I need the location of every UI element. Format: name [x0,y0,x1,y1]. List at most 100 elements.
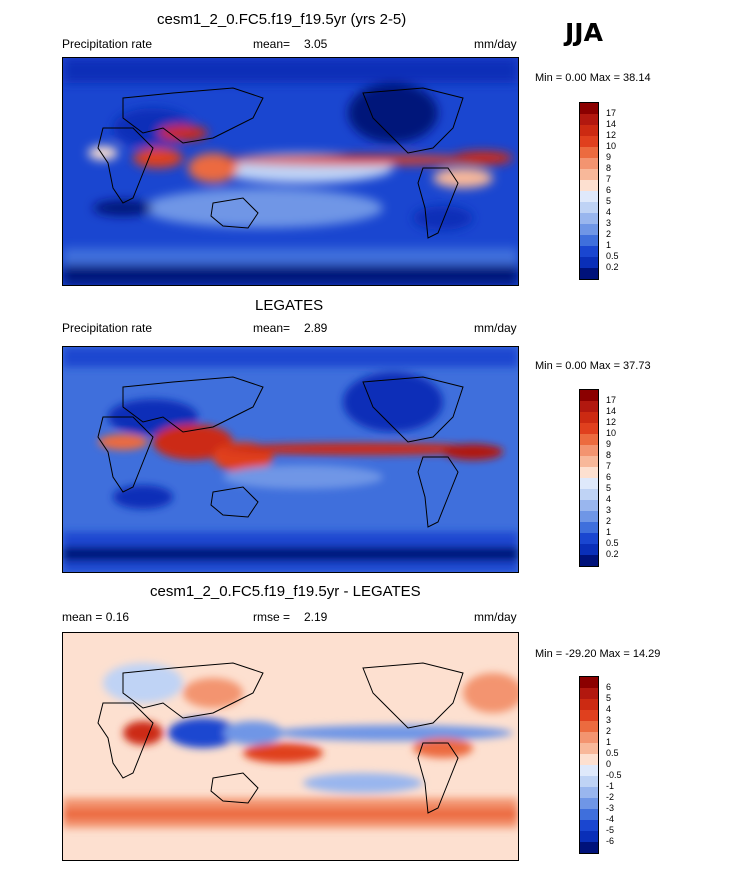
colorbar-obs [579,389,599,567]
colorbar-tick-label: 0.5 [606,538,619,548]
colorbar-swatch [580,677,598,688]
colorbar-tick-label: 0 [606,759,612,769]
panel-2-variable-label: Precipitation rate [62,321,153,335]
colorbar-swatch [580,522,598,533]
colorbar-tick-label: -6 [606,836,615,846]
colorbar-tick-label: 5 [606,483,612,493]
colorbar-swatch [580,257,598,268]
colorbar-tick-label: 14 [606,119,617,129]
colorbar-tick-label: 6 [606,472,612,482]
colorbar-swatch [580,500,598,511]
colorbar-swatch [580,478,598,489]
colorbar-tick-label: 14 [606,406,617,416]
colorbar-difference-swatches [580,677,598,853]
colorbar-tick-label: 1 [606,527,612,537]
colorbar-tick-label: -2 [606,792,615,802]
colorbar-tick-label: -4 [606,814,615,824]
colorbar-swatch [580,268,598,279]
colorbar-tick-label: 8 [606,163,612,173]
colorbar-tick-label: 4 [606,704,612,714]
colorbar-tick-label: 2 [606,726,612,736]
colorbar-tick-label: 4 [606,494,612,504]
colorbar-swatch [580,412,598,423]
panel-1-mean-label: mean= [253,37,291,51]
colorbar-swatch [580,544,598,555]
map-model-precipitation [62,57,519,286]
colorbar-swatch [580,699,598,710]
colorbar-tick-label: 3 [606,218,612,228]
colorbar-model [579,102,599,280]
colorbar-tick-label: -5 [606,825,615,835]
colorbar-tick-label: 1 [606,240,612,250]
colorbar-swatch [580,401,598,412]
colorbar-swatch [580,721,598,732]
panel-3-rmse-label: rmse = [253,610,291,624]
colorbar-swatch [580,445,598,456]
colorbar-swatch [580,776,598,787]
colorbar-tick-label: 0.5 [606,748,619,758]
colorbar-obs-swatches [580,390,598,566]
colorbar-swatch [580,390,598,401]
colorbar-swatch [580,147,598,158]
colorbar-swatch [580,842,598,853]
panel-2-units: mm/day [474,321,517,335]
panel-3-mean-label: mean = 0.16 [62,610,130,624]
colorbar-swatch [580,732,598,743]
map-obs-precipitation [62,346,519,573]
colorbar-swatch [580,555,598,566]
panel-3-rmse-value: 2.19 [304,610,328,624]
panel-2-minmax: Min = 0.00 Max = 37.73 [535,360,651,372]
colorbar-tick-label: 9 [606,439,612,449]
colorbar-swatch [580,169,598,180]
colorbar-tick-label: 3 [606,715,612,725]
colorbar-swatch [580,423,598,434]
colorbar-swatch [580,787,598,798]
colorbar-tick-label: 6 [606,185,612,195]
colorbar-tick-label: 2 [606,229,612,239]
precip-field-obs [63,347,518,572]
colorbar-swatch [580,467,598,478]
panel-1-variable-label: Precipitation rate [62,37,153,51]
colorbar-tick-label: 6 [606,682,612,692]
colorbar-swatch [580,246,598,257]
colorbar-swatch [580,235,598,246]
colorbar-tick-label: 17 [606,395,617,405]
colorbar-swatch [580,114,598,125]
colorbar-swatch [580,710,598,721]
panel-2-mean-label: mean= [253,321,291,335]
colorbar-tick-label: -3 [606,803,615,813]
colorbar-swatch [580,180,598,191]
colorbar-tick-label: 0.2 [606,262,619,272]
panel-1-minmax: Min = 0.00 Max = 38.14 [535,72,651,84]
colorbar-tick-label: 12 [606,417,617,427]
precip-field-difference [63,633,518,860]
colorbar-swatch [580,158,598,169]
colorbar-swatch [580,434,598,445]
colorbar-tick-label: 10 [606,428,617,438]
colorbar-swatch [580,489,598,500]
colorbar-tick-label: 8 [606,450,612,460]
colorbar-swatch [580,125,598,136]
colorbar-swatch [580,765,598,776]
colorbar-swatch [580,743,598,754]
colorbar-tick-label: 5 [606,693,612,703]
panel-3-units: mm/day [474,610,517,624]
colorbar-swatch [580,456,598,467]
panel-2-title: LEGATES [255,297,324,314]
colorbar-tick-label: 17 [606,108,617,118]
colorbar-tick-label: 4 [606,207,612,217]
colorbar-difference [579,676,599,854]
colorbar-swatch [580,136,598,147]
colorbar-tick-label: 9 [606,152,612,162]
colorbar-tick-label: 7 [606,174,612,184]
colorbar-swatch [580,809,598,820]
colorbar-swatch [580,820,598,831]
map-difference-precipitation [62,632,519,861]
colorbar-swatch [580,191,598,202]
panel-2-mean-value: 2.89 [304,321,328,335]
colorbar-tick-label: 12 [606,130,617,140]
colorbar-swatch [580,213,598,224]
colorbar-tick-label: 1 [606,737,612,747]
colorbar-tick-label: -0.5 [606,770,622,780]
colorbar-swatch [580,202,598,213]
